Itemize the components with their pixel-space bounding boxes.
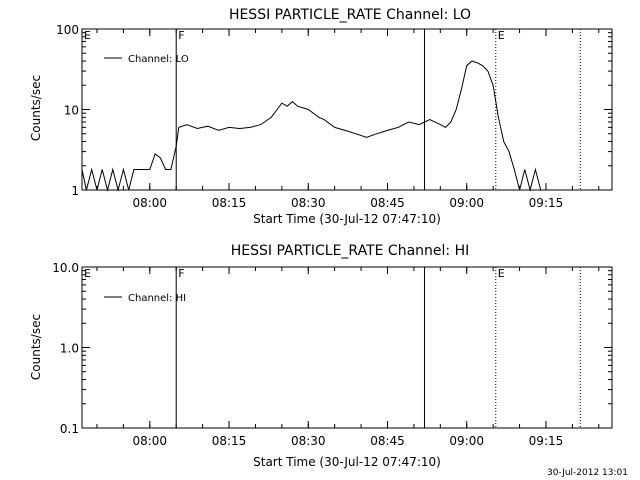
flag-label: E [84, 29, 91, 42]
y-tick-label: 10 [64, 104, 79, 118]
y-tick-label: 1.0 [60, 342, 79, 356]
x-tick-label: 08:45 [370, 196, 405, 210]
flag-label: F [178, 267, 184, 280]
plot-frame [81, 266, 613, 429]
x-tick-label: 08:15 [212, 434, 247, 448]
flag-label: E [498, 29, 505, 42]
x-tick-label: 09:15 [529, 434, 564, 448]
series-layer [81, 60, 546, 192]
y-tick-label: 1 [71, 184, 79, 198]
y-axis-label: Counts/sec [29, 314, 43, 380]
x-tick-label: 08:45 [370, 434, 405, 448]
x-axis-label: Start Time (30-Jul-12 07:47:10) [253, 212, 441, 226]
footer-timestamp: 30-Jul-2012 13:01 [547, 468, 628, 478]
y-tick-label: 0.1 [60, 422, 79, 436]
x-tick-label: 09:00 [449, 196, 484, 210]
legend: Channel: HI [104, 293, 186, 304]
flag-label: E [498, 267, 505, 280]
flag-label: F [178, 29, 184, 42]
chart-title: HESSI PARTICLE_RATE Channel: LO [229, 7, 471, 23]
plot-border [81, 266, 613, 429]
x-axis-label: Start Time (30-Jul-12 07:47:10) [253, 455, 441, 469]
x-ticks: 08:00 08:15 08:30 08:45 09:00 09:15 [96, 267, 600, 448]
series-line-channel-lo [81, 60, 546, 192]
x-tick-label: 08:15 [212, 196, 247, 210]
flag-label: E [84, 267, 91, 280]
x-tick-label: 08:00 [132, 196, 167, 210]
y-ticks: 1 10 100 [56, 23, 612, 198]
y-tick-label: 10.0 [52, 261, 79, 275]
y-tick-label: 100 [56, 23, 79, 37]
x-tick-label: 09:00 [449, 434, 484, 448]
panel-hi: HESSI PARTICLE_RATE Channel: HI E F E 08:0… [29, 243, 613, 469]
y-ticks: 0.1 1.0 10.0 [52, 261, 612, 436]
x-tick-label: 08:30 [291, 434, 326, 448]
x-ticks: 08:00 08:15 08:30 08:45 09:00 09:15 [96, 29, 600, 210]
x-tick-label: 08:00 [132, 434, 167, 448]
chart-title: HESSI PARTICLE_RATE Channel: HI [231, 243, 469, 259]
legend-label: Channel: HI [128, 293, 186, 304]
panel-lo: HESSI PARTICLE_RATE Channel: LO E F E 08:0… [29, 7, 613, 226]
x-tick-label: 09:15 [529, 196, 564, 210]
x-tick-label: 08:30 [291, 196, 326, 210]
y-axis-label: Counts/sec [29, 75, 43, 141]
legend-label: Channel: LO [128, 54, 189, 65]
legend: Channel: LO [104, 54, 189, 65]
